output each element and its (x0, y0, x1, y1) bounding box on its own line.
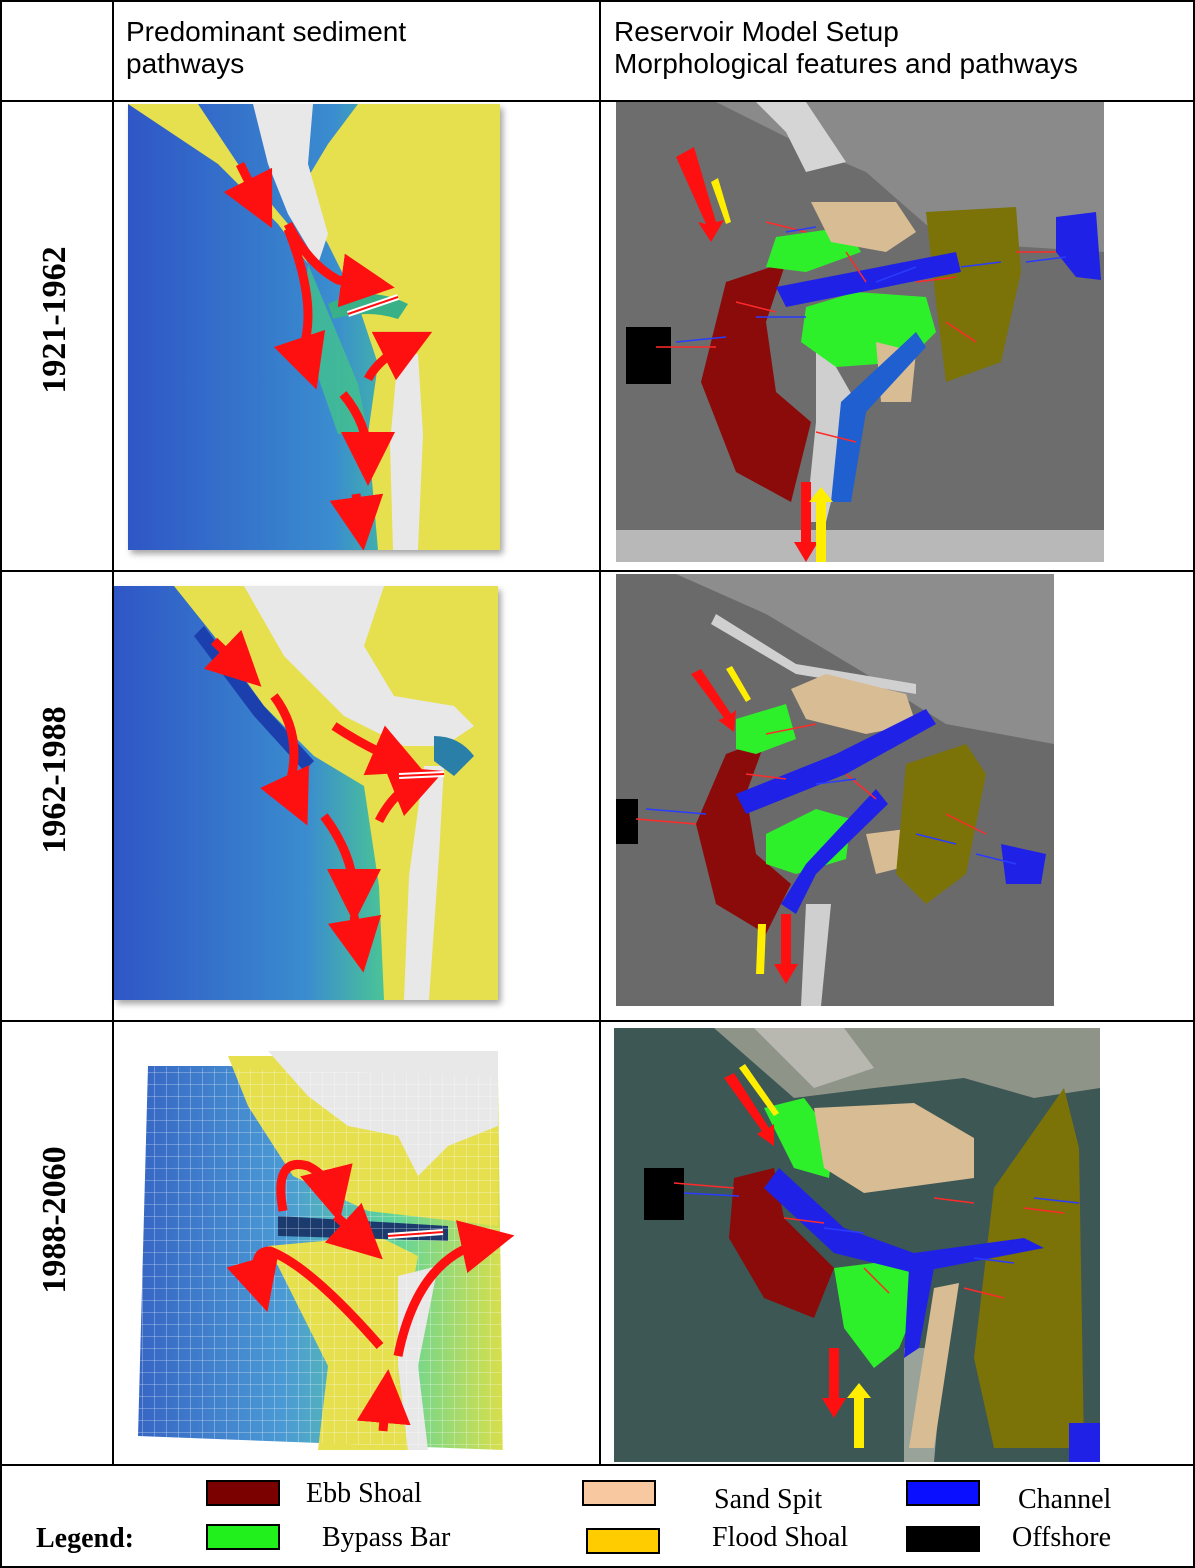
col-divider-1 (112, 0, 114, 1464)
period-label-1: 1921-1962 (36, 246, 73, 394)
table-border-bottom (0, 1566, 1195, 1568)
pathway-arrows-1962 (203, 629, 445, 973)
period-label-2: 1962-1988 (36, 706, 73, 854)
row-divider-legend (0, 1464, 1195, 1466)
legend-label-ebb-shoal: Ebb Shoal (306, 1478, 422, 1509)
legend-label-sand-spit: Sand Spit (714, 1484, 823, 1515)
row-divider-header (0, 100, 1195, 102)
col2-header-line2: Morphological features and pathways (614, 48, 1078, 79)
legend-swatch-flood-shoal (586, 1528, 660, 1554)
legend-swatch-channel (906, 1480, 980, 1506)
col1-header-line2: pathways (126, 48, 245, 79)
legend-label-flood-shoal: Flood Shoal (712, 1522, 849, 1553)
legend-swatch-bypass-bar (206, 1524, 280, 1550)
legend-label-channel: Channel (1018, 1484, 1112, 1515)
table-border-right (1193, 0, 1195, 1568)
legend-label-offshore: Offshore (1012, 1522, 1112, 1553)
table-border-left (0, 0, 2, 1568)
legend-swatch-sand-spit (582, 1480, 656, 1506)
legend-label-bypass-bar: Bypass Bar (322, 1522, 451, 1553)
period-label-3: 1988-2060 (36, 1146, 73, 1294)
col2-header-line1: Reservoir Model Setup (614, 16, 899, 47)
col1-header: Predominant sediment pathways (126, 16, 406, 80)
row-divider-2 (0, 1020, 1195, 1022)
pathway-map-1921 (128, 104, 500, 550)
col2-header: Reservoir Model Setup Morphological feat… (614, 16, 1078, 80)
reservoir-model-1988 (614, 1028, 1100, 1462)
reservoir-model-1921 (616, 102, 1104, 562)
reservoir-model-1962 (616, 574, 1054, 1006)
pathway-arrows-1921 (223, 161, 433, 550)
row-divider-1 (0, 570, 1195, 572)
col1-header-line1: Predominant sediment (126, 16, 407, 47)
table-border-top (0, 0, 1195, 2)
pathway-arrows-1988 (226, 1160, 515, 1432)
legend-title: Legend: (36, 1523, 134, 1554)
legend-swatch-ebb-shoal (206, 1480, 280, 1506)
legend-swatch-offshore (906, 1526, 980, 1552)
col-divider-2 (599, 0, 601, 1464)
